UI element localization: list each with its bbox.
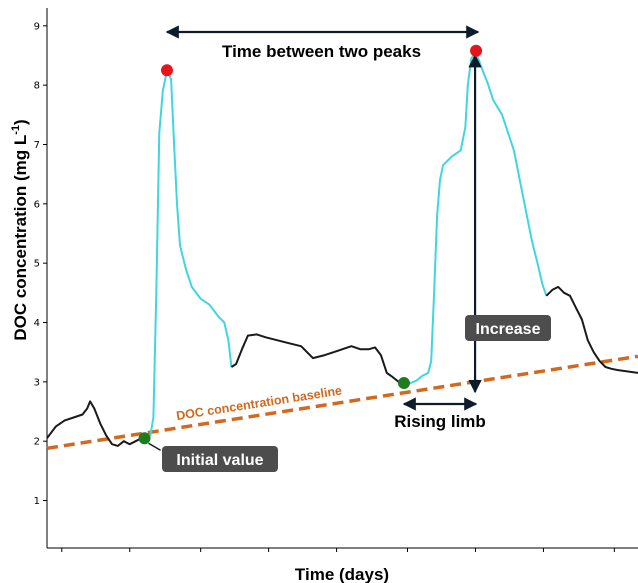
rising-limb-label: Rising limb [394,412,486,431]
baseline-label: DOC concentration baseline [175,383,343,423]
baseline-line [46,354,638,451]
y-tick-label: 7 [34,140,40,151]
x-ticks [61,548,615,552]
event-series-line [144,69,233,440]
y-tick-label: 1 [34,496,40,507]
increase-box [465,315,551,341]
initial-value-connector [148,442,161,451]
plot-frame [46,8,638,549]
y-tick-label: 4 [34,318,40,329]
y-tick-label: 8 [34,81,40,92]
y-tick-label: 6 [34,199,40,210]
peak-point [160,64,173,77]
initial-value-point [397,377,410,390]
peak-point [470,44,483,57]
time-between-peaks-label: Time between two peaks [222,42,421,61]
y-axis-title-main: DOC concentration (mg L [11,135,30,341]
initial-value-box [162,446,278,472]
base-series-line [545,285,638,374]
points [138,44,483,445]
increase-label: Increase [476,321,541,338]
base-series-line [230,333,405,384]
initial-value-point [138,432,151,445]
y-axis-title-sup: -1 [10,125,22,135]
annotation-labels: Time between two peaks Rising limb Increas… [162,42,551,472]
y-tick-label: 5 [34,259,40,270]
y-tick-label: 2 [34,437,40,448]
baseline: DOC concentration baseline [46,354,638,451]
base-series-line [46,400,145,447]
initial-value-label: Initial value [176,452,263,469]
y-axis-title: DOC concentration (mg L-1) [10,119,30,340]
y-tick-label: 3 [34,377,40,388]
x-axis-title: Time (days) [295,565,389,583]
y-axis-title-end: ) [11,119,30,125]
series-group [46,51,638,447]
y-tick-label: 9 [34,21,40,32]
y-ticks: 1 2 3 4 5 6 7 8 9 [34,21,47,507]
